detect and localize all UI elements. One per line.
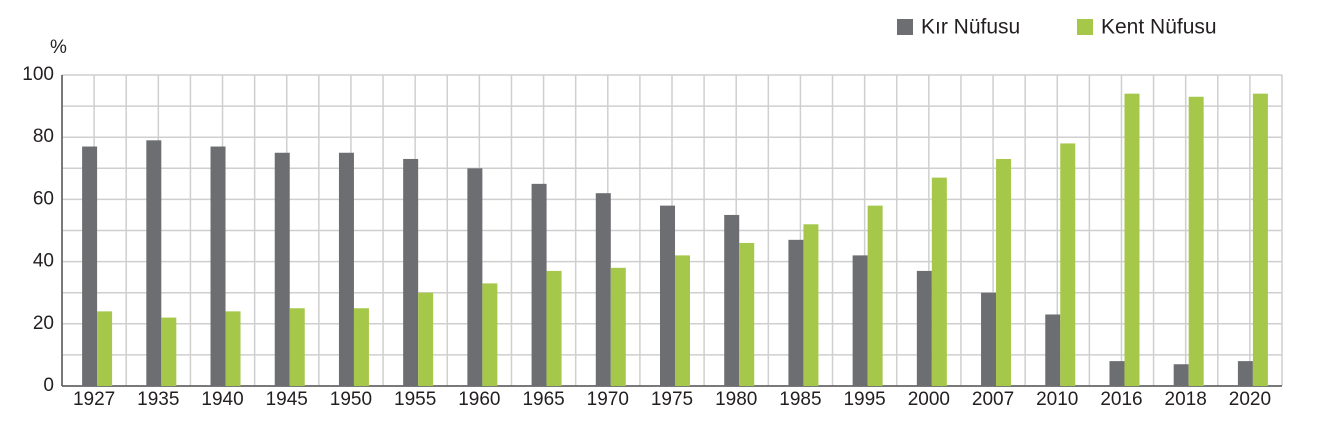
bar bbox=[467, 168, 483, 386]
bar bbox=[1109, 361, 1125, 386]
bar bbox=[274, 152, 290, 386]
y-tick-label: 20 bbox=[33, 313, 54, 334]
x-tick-label: 1945 bbox=[266, 389, 308, 410]
bar bbox=[482, 283, 498, 386]
y-tick-label: 40 bbox=[33, 251, 54, 272]
bar bbox=[161, 317, 177, 386]
legend-swatch bbox=[897, 19, 913, 35]
bar bbox=[1252, 93, 1268, 386]
bar bbox=[418, 292, 434, 386]
bar bbox=[1045, 314, 1061, 386]
legend-label: Kent Nüfusu bbox=[1101, 16, 1217, 39]
x-tick-label: 2018 bbox=[1165, 389, 1207, 410]
bar bbox=[1124, 93, 1140, 386]
x-tick-label: 1955 bbox=[394, 389, 436, 410]
bar bbox=[82, 146, 98, 386]
x-tick-label: 1975 bbox=[651, 389, 693, 410]
bar bbox=[788, 239, 804, 386]
bar bbox=[546, 270, 562, 386]
bar bbox=[1173, 364, 1189, 386]
bar bbox=[146, 140, 162, 386]
y-tick-label: 0 bbox=[43, 375, 54, 396]
bar bbox=[289, 308, 305, 386]
x-tick-label: 1950 bbox=[330, 389, 372, 410]
bar bbox=[803, 224, 819, 386]
bar bbox=[353, 308, 369, 386]
legend-label: Kır Nüfusu bbox=[921, 16, 1020, 39]
bar bbox=[724, 214, 740, 386]
bar bbox=[531, 183, 547, 386]
x-tick-label: 2020 bbox=[1229, 389, 1271, 410]
bar bbox=[739, 242, 755, 386]
bar bbox=[338, 152, 354, 386]
x-tick-label: 1980 bbox=[715, 389, 757, 410]
bar bbox=[931, 177, 947, 386]
bar bbox=[852, 255, 868, 386]
bar bbox=[210, 146, 226, 386]
y-tick-label: 60 bbox=[33, 188, 54, 209]
x-tick-label: 2007 bbox=[972, 389, 1014, 410]
bar bbox=[1237, 361, 1253, 386]
bar bbox=[225, 311, 241, 386]
bar bbox=[97, 311, 113, 386]
bar bbox=[1188, 96, 1204, 387]
bar bbox=[916, 270, 932, 386]
x-tick-label: 1940 bbox=[201, 389, 243, 410]
x-tick-label: 1960 bbox=[458, 389, 500, 410]
x-tick-label: 1985 bbox=[779, 389, 821, 410]
y-tick-label: 100 bbox=[22, 64, 54, 85]
y-unit: % bbox=[50, 37, 67, 58]
bar bbox=[1060, 143, 1076, 386]
x-tick-label: 2016 bbox=[1100, 389, 1142, 410]
y-tick-label: 80 bbox=[33, 126, 54, 147]
bar bbox=[996, 158, 1012, 386]
x-tick-label: 1927 bbox=[73, 389, 115, 410]
bar bbox=[675, 255, 690, 386]
bar bbox=[981, 292, 997, 386]
x-tick-label: 2010 bbox=[1036, 389, 1078, 410]
x-tick-label: 1995 bbox=[843, 389, 885, 410]
bar bbox=[403, 158, 419, 386]
bar bbox=[660, 205, 675, 386]
x-tick-label: 1970 bbox=[587, 389, 629, 410]
bar bbox=[610, 267, 626, 386]
legend-swatch bbox=[1077, 19, 1093, 35]
x-tick-label: 1965 bbox=[522, 389, 564, 410]
bar bbox=[867, 205, 883, 386]
x-tick-label: 1935 bbox=[137, 389, 179, 410]
x-tick-label: 2000 bbox=[908, 389, 950, 410]
bar bbox=[595, 193, 611, 386]
